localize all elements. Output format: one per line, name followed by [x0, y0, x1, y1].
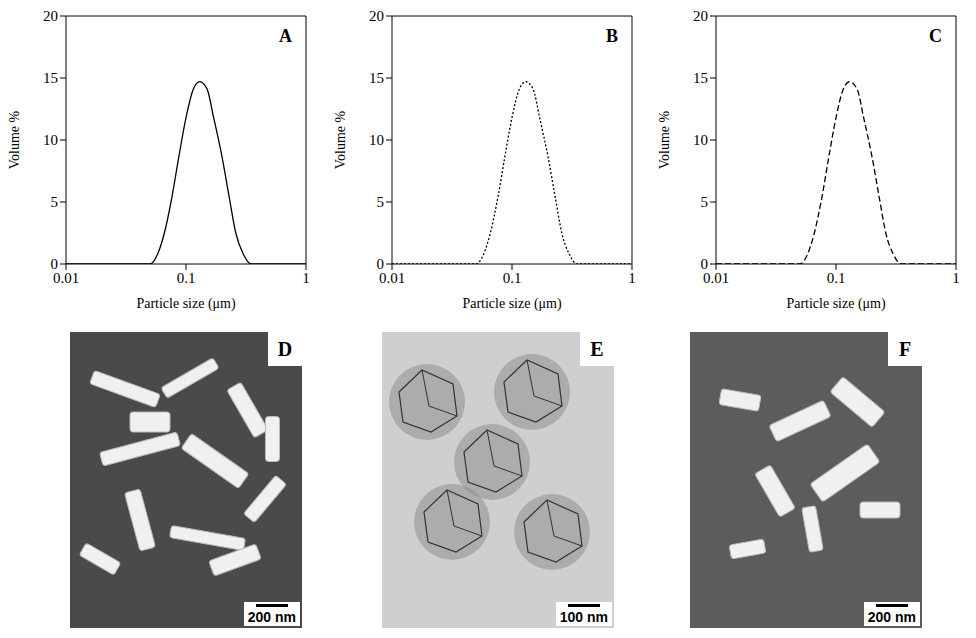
html-text:F: F — [898, 337, 912, 360]
html-text:E: E — [590, 337, 604, 360]
html-text:A: A — [279, 26, 292, 46]
svg-text:Volume %: Volume % — [333, 110, 348, 169]
html-text:200 nm: 200 nm — [867, 609, 916, 625]
svg-text:Particle size (μm): Particle size (μm) — [786, 296, 886, 312]
svg-text:20: 20 — [43, 8, 58, 24]
svg-text:5: 5 — [51, 194, 59, 210]
svg-text:15: 15 — [693, 70, 708, 86]
svg-text:Volume %: Volume % — [7, 110, 22, 169]
html-text:200 nm: 200 nm — [247, 609, 296, 625]
html-text:B: B — [606, 26, 618, 46]
svg-text:0: 0 — [701, 256, 709, 272]
svg-text:0: 0 — [377, 256, 385, 272]
svg-text:0.1: 0.1 — [177, 270, 196, 286]
svg-text:0.01: 0.01 — [702, 269, 730, 286]
html-text:C: C — [929, 26, 942, 46]
svg-text:1: 1 — [302, 270, 310, 286]
svg-text:10: 10 — [43, 132, 58, 148]
svg-text:15: 15 — [43, 70, 58, 86]
svg-text:Volume %: Volume % — [657, 110, 672, 169]
svg-text:1: 1 — [952, 270, 960, 286]
svg-text:15: 15 — [369, 70, 384, 86]
svg-text:0: 0 — [51, 256, 59, 272]
svg-text:0.1: 0.1 — [827, 270, 846, 286]
svg-text:Particle size (μm): Particle size (μm) — [462, 296, 562, 312]
svg-text:Particle size (μm): Particle size (μm) — [136, 296, 236, 312]
svg-text:10: 10 — [693, 132, 708, 148]
svg-text:20: 20 — [369, 8, 384, 24]
html-text:100 nm: 100 nm — [559, 609, 608, 625]
svg-text:5: 5 — [377, 194, 385, 210]
svg-text:5: 5 — [701, 194, 709, 210]
html-text:D: D — [277, 337, 293, 360]
svg-text:1: 1 — [628, 270, 636, 286]
svg-text:10: 10 — [369, 132, 384, 148]
svg-text:0.01: 0.01 — [52, 269, 80, 286]
svg-text:0.1: 0.1 — [503, 270, 522, 286]
svg-text:20: 20 — [693, 8, 708, 24]
svg-text:0.01: 0.01 — [378, 269, 406, 286]
